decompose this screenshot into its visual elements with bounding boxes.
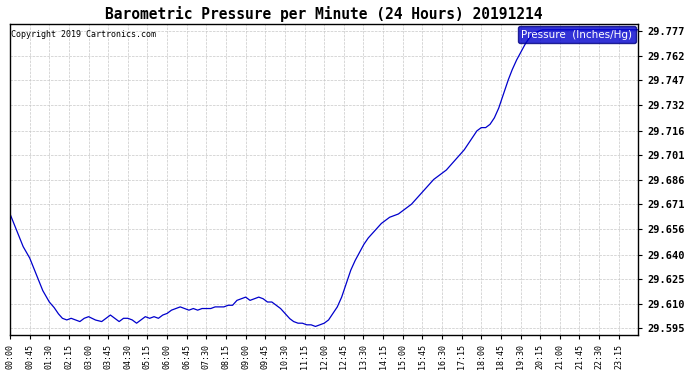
Text: Copyright 2019 Cartronics.com: Copyright 2019 Cartronics.com — [10, 30, 156, 39]
Pressure  (Inches/Hg) — [634, 28, 642, 32]
Pressure  (Inches/Hg) — [6, 212, 14, 216]
Line: Pressure  (Inches/Hg): Pressure (Inches/Hg) — [10, 30, 638, 327]
Pressure  (Inches/Hg) — [216, 304, 224, 309]
Legend: Pressure  (Inches/Hg): Pressure (Inches/Hg) — [518, 26, 635, 44]
Pressure  (Inches/Hg) — [504, 78, 513, 82]
Title: Barometric Pressure per Minute (24 Hours) 20191214: Barometric Pressure per Minute (24 Hours… — [106, 6, 543, 21]
Pressure  (Inches/Hg) — [538, 28, 546, 32]
Pressure  (Inches/Hg) — [560, 28, 569, 32]
Pressure  (Inches/Hg) — [130, 320, 139, 324]
Pressure  (Inches/Hg) — [146, 316, 154, 321]
Pressure  (Inches/Hg) — [422, 185, 431, 190]
Pressure  (Inches/Hg) — [311, 324, 319, 329]
